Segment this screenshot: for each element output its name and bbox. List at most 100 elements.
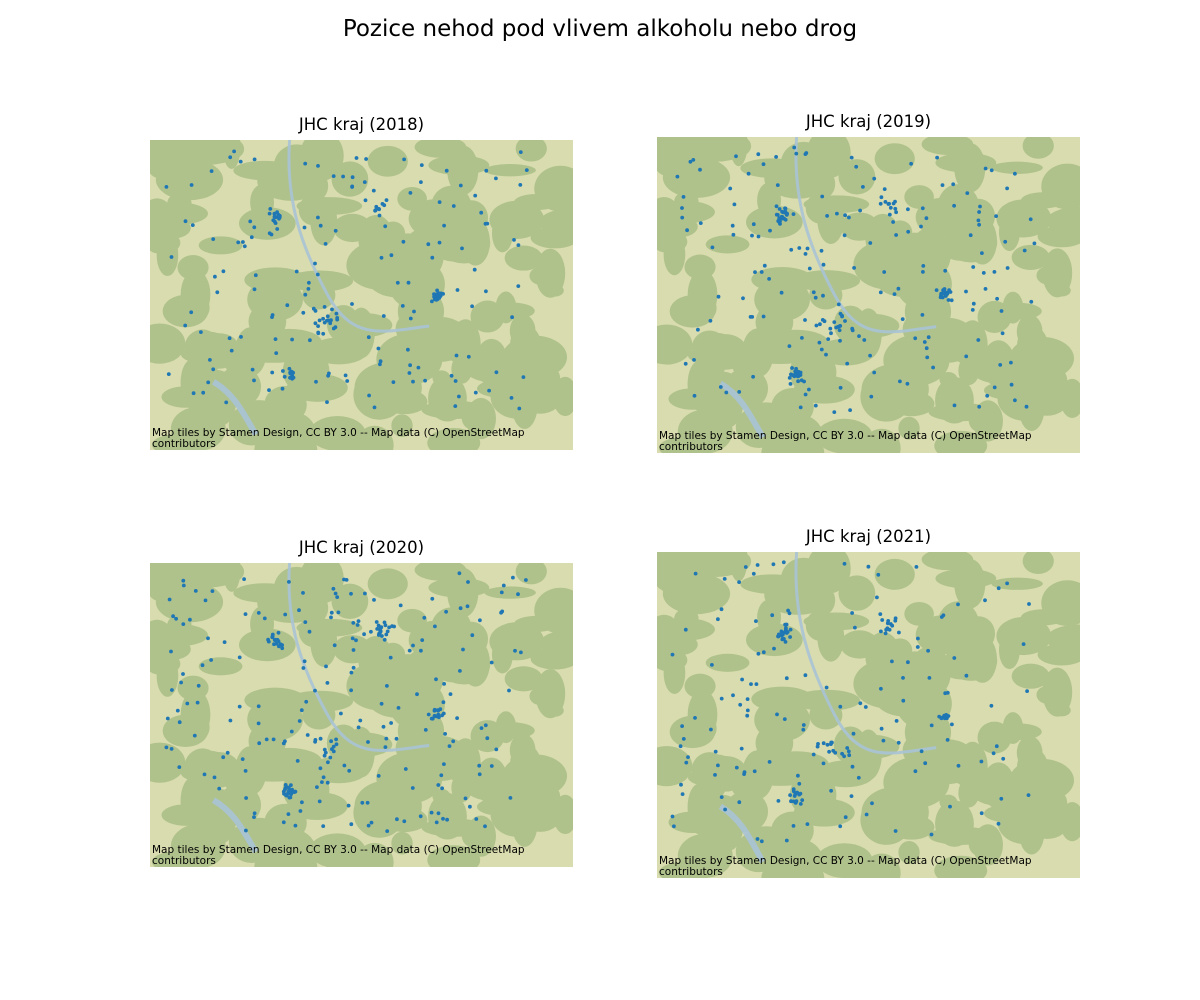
map-attribution: Map tiles by Stamen Design, CC BY 3.0 --… (152, 844, 525, 867)
accident-point (356, 725, 361, 730)
accident-point (1021, 642, 1026, 646)
accident-point (281, 741, 286, 746)
accident-point (377, 207, 381, 212)
accident-point (722, 577, 727, 581)
accident-point (284, 793, 288, 798)
accident-point (858, 701, 863, 706)
accident-point (971, 265, 976, 269)
accident-point (287, 788, 291, 793)
accident-point (751, 571, 756, 576)
accident-point (822, 319, 827, 324)
accident-point (683, 627, 688, 632)
accident-point (994, 214, 998, 218)
accident-point (384, 198, 389, 202)
accident-point (805, 822, 810, 826)
accident-point (206, 380, 211, 385)
accident-point (759, 839, 764, 844)
accident-point (838, 704, 843, 709)
accident-point (893, 829, 898, 833)
accident-point (366, 740, 370, 744)
accident-point (193, 589, 198, 593)
accident-point (380, 634, 384, 638)
accident-point (847, 753, 852, 758)
accident-point (455, 716, 459, 720)
accident-point (796, 379, 800, 384)
accident-point (208, 358, 212, 362)
accident-point (868, 353, 872, 358)
accident-point (970, 308, 975, 312)
accident-point (483, 723, 488, 728)
accident-point (774, 155, 778, 159)
accident-point (950, 722, 954, 727)
map-area[interactable]: Map tiles by Stamen Design, CC BY 3.0 --… (150, 563, 573, 867)
accident-point (483, 221, 488, 226)
accident-point (996, 821, 1001, 826)
accident-point (838, 385, 843, 390)
accident-point (323, 750, 328, 755)
accident-point (256, 704, 261, 709)
accident-point (487, 388, 491, 393)
accident-point (288, 370, 292, 375)
accident-point (252, 815, 256, 819)
accident-point (1009, 360, 1013, 365)
accident-point (316, 324, 320, 328)
accident-point (964, 354, 969, 359)
accident-point (927, 676, 932, 680)
accident-point (209, 169, 214, 173)
accident-point (432, 707, 437, 712)
accident-point (196, 683, 201, 688)
accident-point (940, 291, 945, 296)
accident-point (408, 363, 412, 368)
accident-point (935, 155, 939, 160)
accident-point (800, 798, 805, 802)
accident-point (331, 586, 336, 591)
accident-point (740, 677, 744, 682)
accident-point (849, 794, 854, 798)
accident-point (301, 310, 306, 315)
accident-point (419, 180, 423, 184)
accident-point (719, 607, 724, 612)
accident-point (716, 294, 721, 299)
accident-point (803, 392, 808, 397)
accident-point (836, 325, 840, 329)
map-area[interactable]: Map tiles by Stamen Design, CC BY 3.0 --… (657, 552, 1080, 878)
accident-point (437, 295, 441, 300)
accident-point (458, 606, 463, 611)
river (794, 552, 937, 755)
accident-point (686, 755, 690, 759)
accident-point (410, 786, 415, 790)
accident-point (468, 804, 472, 809)
accident-point (181, 672, 185, 676)
accident-point (356, 619, 361, 623)
accident-point (787, 611, 792, 616)
accident-point (222, 640, 227, 644)
accident-point (948, 804, 952, 809)
accident-point (849, 155, 854, 160)
accident-point (887, 212, 892, 217)
accident-point (977, 404, 982, 409)
accident-point (232, 149, 236, 154)
accident-point (301, 591, 305, 595)
accident-point (883, 631, 888, 636)
accident-point (323, 242, 328, 246)
accident-point (868, 241, 873, 245)
accident-point (252, 378, 256, 383)
accident-point (215, 290, 220, 295)
map-area[interactable]: Map tiles by Stamen Design, CC BY 3.0 --… (657, 137, 1080, 453)
accident-point (290, 787, 294, 792)
accident-point (316, 331, 321, 336)
accident-point (716, 763, 720, 768)
accident-point (183, 323, 188, 328)
accident-point (416, 365, 421, 370)
accident-point (783, 206, 788, 211)
forest-layer (150, 140, 573, 450)
accident-point (192, 733, 197, 738)
accident-point (274, 351, 279, 355)
map-area[interactable]: Map tiles by Stamen Design, CC BY 3.0 --… (150, 140, 573, 450)
lake (211, 379, 259, 437)
accident-point (345, 379, 350, 383)
accident-point (466, 354, 471, 359)
accident-point (516, 284, 521, 288)
accident-point (411, 643, 415, 648)
accident-point (898, 379, 902, 384)
